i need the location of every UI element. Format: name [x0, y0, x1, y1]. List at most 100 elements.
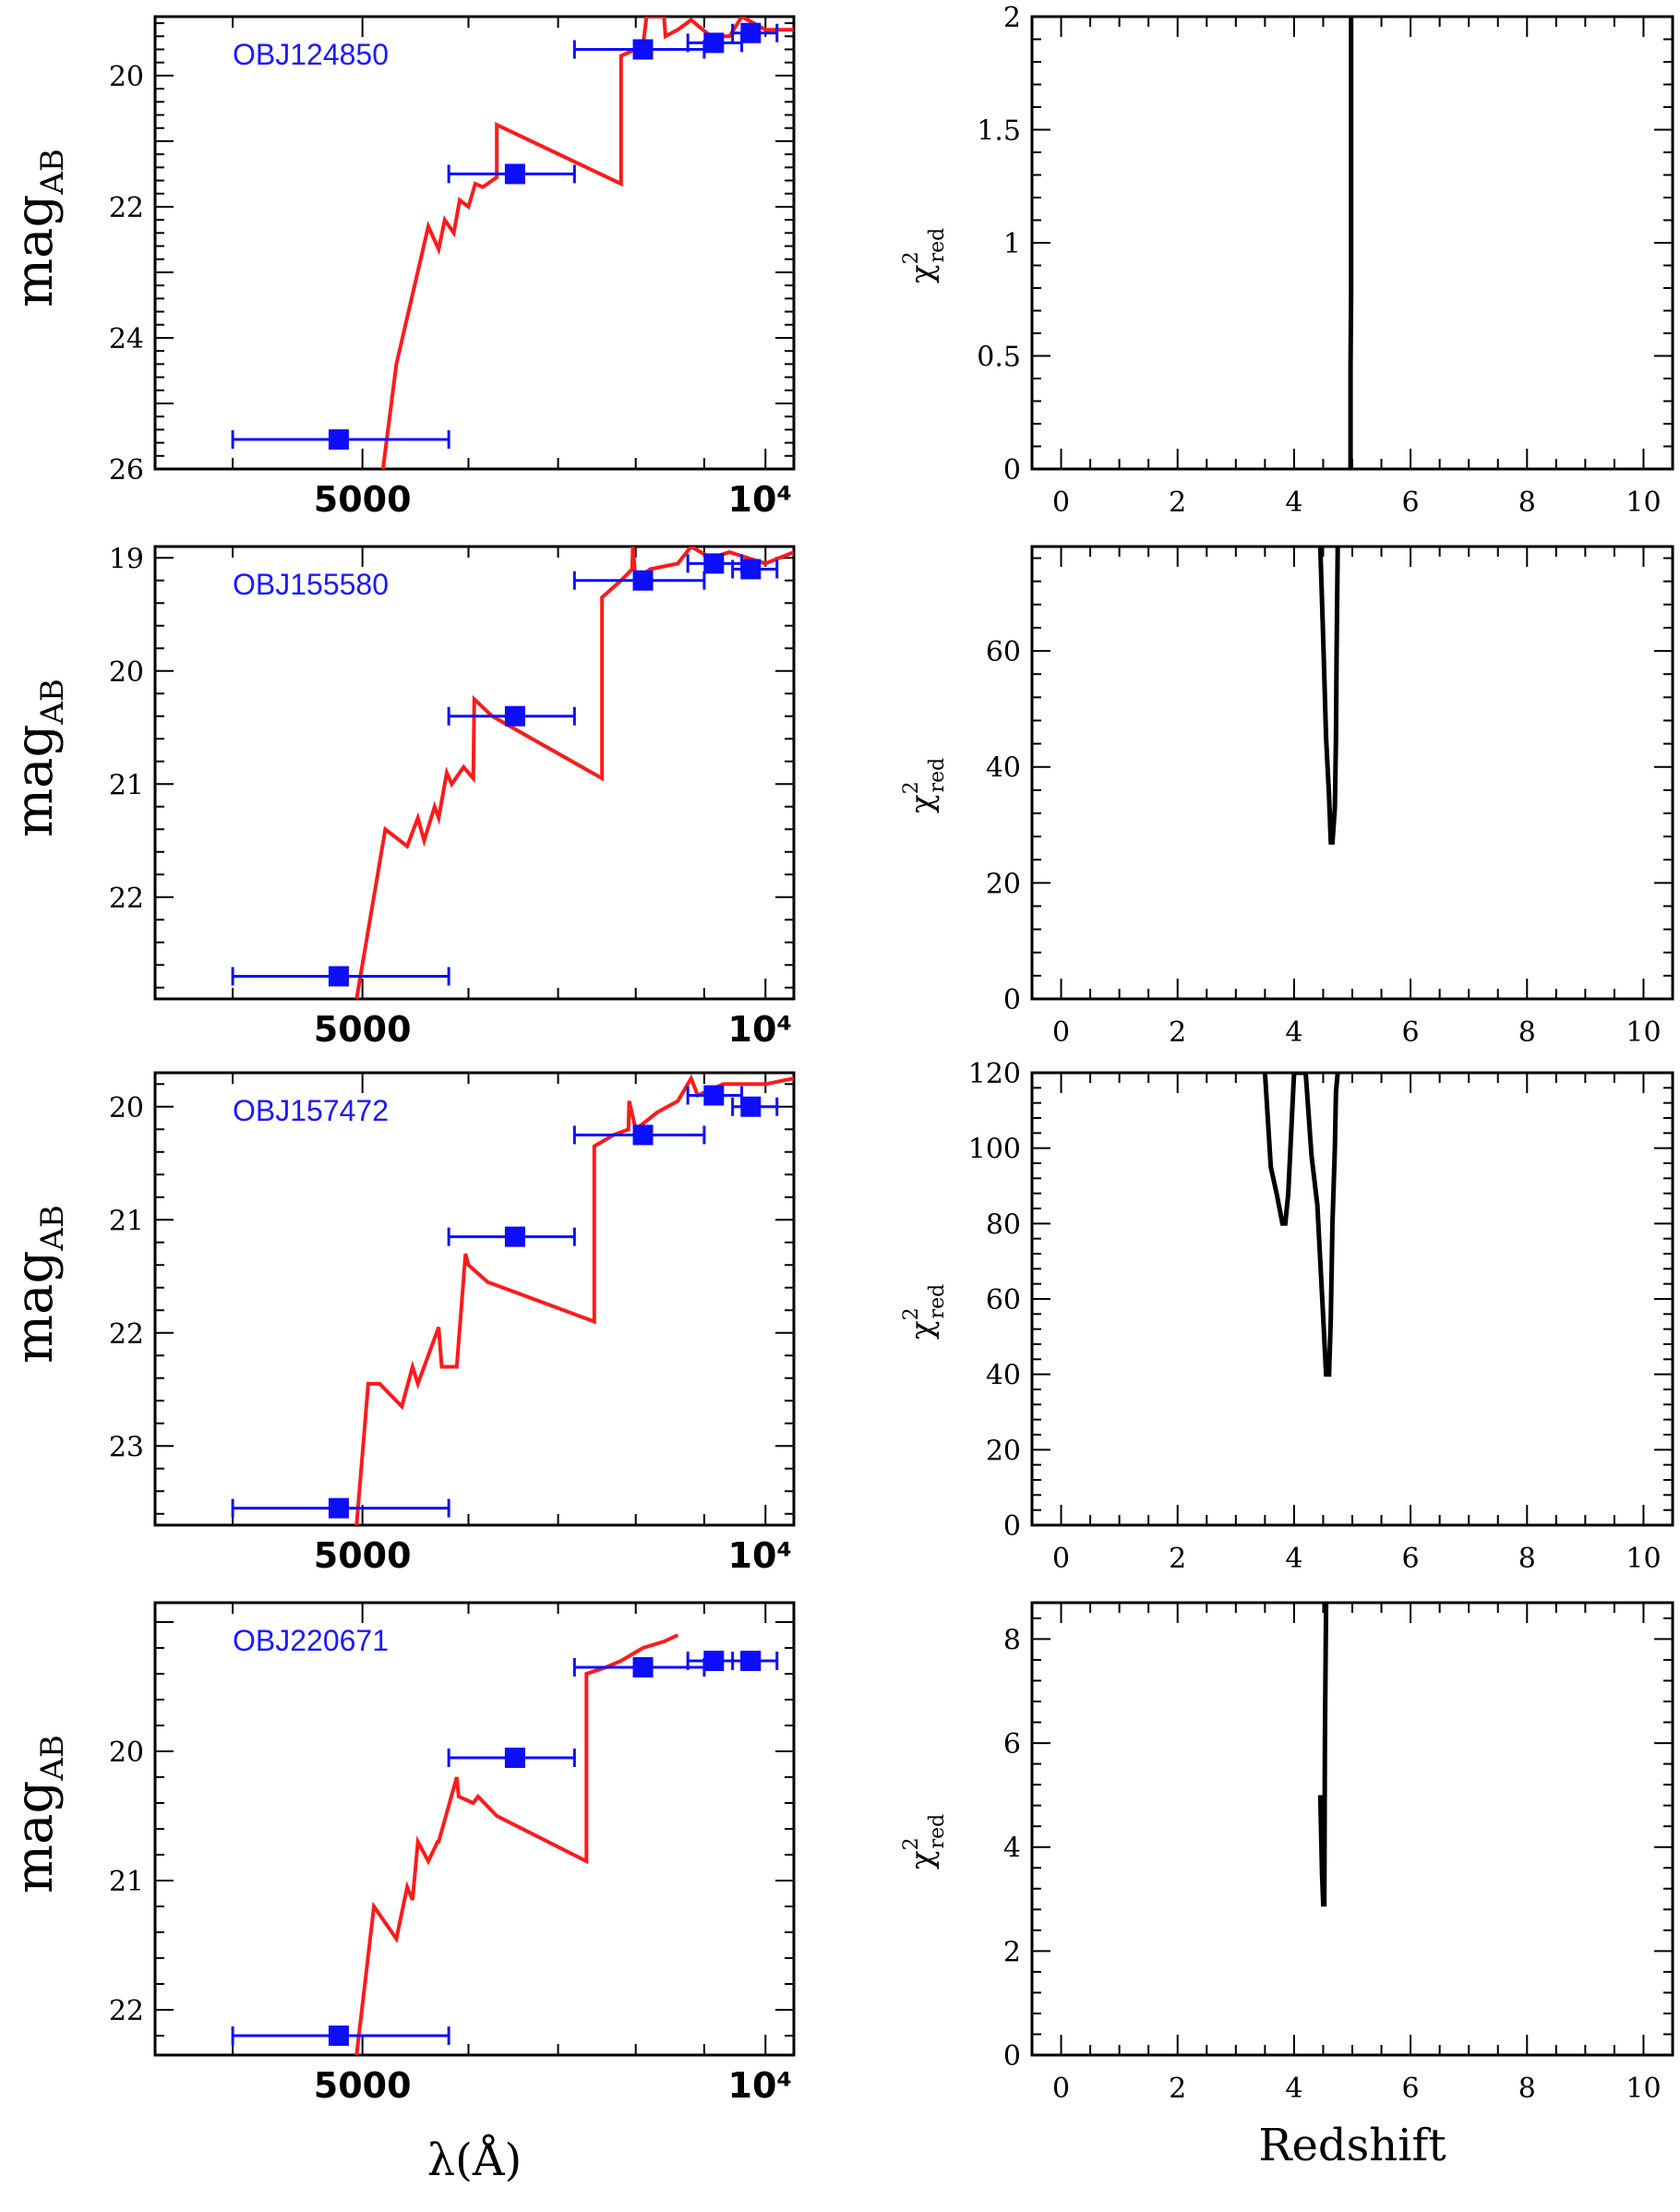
- sed-panel-OBJ157472: 5000 10⁴ 20 21 22 23 OBJ157472 magAB: [5, 1071, 796, 1576]
- x-tick-label: 10⁴: [728, 1009, 793, 1050]
- x-tick-label: 10⁴: [728, 479, 793, 520]
- object-label: OBJ157472: [233, 1094, 389, 1127]
- photometry-point: [231, 2026, 450, 2046]
- sed-ylabel-main: mag: [5, 1251, 65, 1364]
- chi2-ylabel-sup: 2: [900, 251, 923, 264]
- x-tick-label: 2: [1169, 1543, 1186, 1575]
- y-tick-label: 20: [986, 868, 1021, 900]
- model-sed-line: [354, 1074, 794, 1525]
- sed-frame: [153, 1601, 796, 2057]
- chi2-ylabel-main: χ: [904, 794, 941, 813]
- y-tick-label: 21: [109, 1866, 144, 1898]
- data-marker: [504, 163, 525, 185]
- x-tick-label: 5000: [314, 2065, 412, 2106]
- y-tick-label: 40: [986, 752, 1021, 785]
- y-tick-label: 20: [109, 656, 144, 689]
- x-tick-label: 10: [1626, 487, 1661, 519]
- chi2-curve: [1317, 547, 1340, 845]
- data-marker: [740, 1096, 762, 1117]
- y-tick-label: 2: [1003, 2, 1021, 34]
- chi2-ylabel: χ2 red: [900, 1814, 949, 1869]
- x-tick-label: 2: [1169, 1016, 1186, 1049]
- data-marker: [504, 1748, 525, 1768]
- x-tick-label: 6: [1402, 1016, 1420, 1049]
- y-tick-label: 2: [1003, 1936, 1021, 1968]
- model-sed-line: [354, 1633, 679, 2055]
- x-tick-label: 0: [1052, 2073, 1070, 2105]
- x-tick-label: 4: [1285, 487, 1302, 519]
- y-tick-label: 20: [109, 61, 144, 93]
- data-marker: [632, 570, 654, 591]
- y-tick-label: 24: [109, 323, 144, 355]
- y-tick-label: 19: [109, 543, 144, 575]
- chi2-curve: [1348, 17, 1354, 469]
- photometry-point: [731, 559, 779, 580]
- y-tick-label: 22: [109, 1995, 144, 2027]
- sed-panel-OBJ124850: 5000 10⁴ 20 22 24 26 OBJ124850 magAB: [5, 15, 796, 520]
- data-marker: [740, 22, 762, 43]
- x-tick-label: 10⁴: [728, 1535, 793, 1576]
- chi2-curve: [1317, 1603, 1329, 1907]
- sed-ylabel-main: mag: [5, 1781, 65, 1893]
- chi2-curve: [1262, 1073, 1340, 1377]
- data-marker: [504, 705, 525, 727]
- y-tick-label: 20: [109, 1737, 144, 1769]
- sed-ylabel: magAB: [5, 1205, 71, 1364]
- x-tick-label: 6: [1402, 1543, 1420, 1575]
- model-sed-line: [380, 17, 794, 469]
- y-tick-label: 22: [109, 1318, 144, 1351]
- photometry-point: [231, 966, 450, 987]
- x-tick-label: 6: [1402, 2073, 1420, 2105]
- data-marker: [328, 429, 349, 451]
- y-tick-label: 100: [968, 1134, 1021, 1166]
- y-tick-label: 0: [1003, 984, 1021, 1016]
- x-tick-label: 0: [1052, 1543, 1070, 1575]
- y-tick-label: 60: [986, 636, 1021, 668]
- chi2-ylabel-sup: 2: [900, 1837, 923, 1850]
- y-tick-label: 120: [968, 1058, 1021, 1090]
- chi2-ylabel-sup: 2: [900, 781, 923, 794]
- x-tick-label: 10: [1626, 2073, 1661, 2105]
- sed-ylabel-sub: AB: [34, 679, 71, 726]
- axis-titles: Redshift λ(Å): [427, 2120, 1446, 2186]
- sed-frame: [153, 1071, 796, 1527]
- y-tick-label: 0: [1003, 454, 1021, 487]
- photometry-point: [731, 1651, 779, 1671]
- sed-ylabel: magAB: [5, 1735, 71, 1893]
- sed-ylabel: magAB: [5, 149, 71, 307]
- chi2-ylabel: χ2 red: [900, 1284, 949, 1340]
- object-label: OBJ124850: [233, 38, 389, 71]
- object-label: OBJ220671: [233, 1624, 389, 1657]
- x-tick-label: 2: [1169, 2073, 1186, 2105]
- data-marker: [504, 1226, 525, 1247]
- chi2-ylabel-sub: red: [926, 758, 949, 793]
- x-tick-label: 5000: [314, 1009, 412, 1050]
- photometry-point: [572, 1657, 706, 1677]
- x-tick-label: 8: [1518, 1016, 1536, 1049]
- object-label: OBJ155580: [233, 568, 389, 601]
- y-tick-label: 21: [109, 769, 144, 801]
- sed-ylabel-sub: AB: [34, 1735, 71, 1782]
- y-tick-label: 0: [1003, 2040, 1021, 2073]
- photometry-point: [731, 1096, 779, 1117]
- data-marker: [328, 966, 349, 987]
- x-tick-label: 8: [1518, 2073, 1536, 2105]
- chi2-ylabel: χ2 red: [900, 228, 949, 283]
- photometry-point: [231, 1497, 450, 1519]
- x-tick-label: 0: [1052, 1016, 1070, 1049]
- chi2-frame: [1030, 1071, 1674, 1527]
- y-tick-label: 0: [1003, 1510, 1021, 1543]
- photometry-point: [572, 39, 706, 60]
- photometry-point: [447, 1226, 576, 1247]
- sed-panel-OBJ155580: 5000 10⁴ 19 20 21 22 OBJ155580 magAB: [5, 543, 796, 1050]
- chi2-ylabel-main: χ: [904, 264, 941, 283]
- chi2-ylabel-sub: red: [926, 1284, 949, 1319]
- x-tick-label: 5000: [314, 479, 412, 520]
- y-tick-label: 22: [109, 883, 144, 915]
- sed-frame: [153, 545, 796, 1001]
- photometry-point: [447, 163, 576, 185]
